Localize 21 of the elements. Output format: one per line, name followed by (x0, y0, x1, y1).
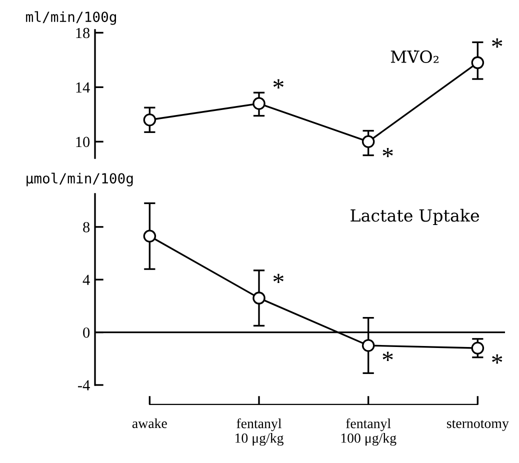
x-tick-label: sternotomy (446, 420, 509, 431)
annotation: Lactate Uptake (350, 208, 480, 225)
annotation: * (273, 274, 284, 283)
x-tick-label: fentanyl 100 μg/kg (341, 418, 396, 446)
y-tick-label: 8 (83, 222, 90, 232)
annotation: * (492, 354, 502, 364)
annotation: MV̇O₂ (390, 50, 438, 63)
y-tick-label: 14 (76, 82, 90, 92)
annotation: * (492, 38, 502, 48)
y-tick-label: 18 (76, 28, 90, 38)
y-tick-label: 10 (76, 136, 90, 148)
y-tick-label: 0 (83, 327, 90, 338)
y-axis-title: μmol/min/100g (26, 172, 133, 186)
y-tick-label: -4 (78, 380, 90, 390)
annotation: * (382, 148, 393, 158)
y-tick-label: 4 (82, 274, 90, 285)
y-axis-title: ml/min/100g (26, 11, 116, 25)
annotation: * (382, 352, 393, 361)
annotation: * (273, 79, 284, 88)
x-tick-label: awake (132, 418, 167, 428)
x-tick-label: fentanyl 10 μg/kg (235, 418, 284, 446)
